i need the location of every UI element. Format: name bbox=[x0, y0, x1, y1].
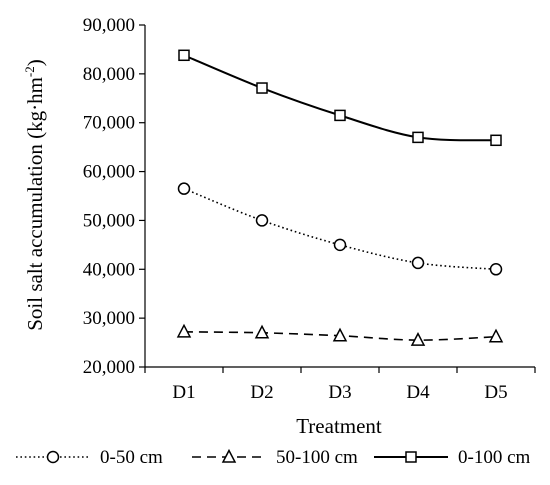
x-tick-label: D1 bbox=[172, 382, 195, 403]
legend: 0-50 cm 50-100 cm 0-100 cm bbox=[16, 447, 531, 468]
y-axis-title-close: ) bbox=[23, 59, 47, 66]
legend-marker bbox=[221, 448, 237, 463]
data-point bbox=[334, 109, 346, 122]
x-tick-label: D4 bbox=[406, 382, 430, 403]
series-0-50-cm bbox=[177, 182, 503, 276]
data-point bbox=[178, 49, 190, 62]
y-tick-label: 30,000 bbox=[83, 308, 135, 329]
legend-item: 0-100 cm bbox=[374, 447, 531, 468]
legend-label: 50-100 cm bbox=[276, 447, 358, 468]
legend-item: 50-100 cm bbox=[192, 447, 358, 468]
y-tick-label: 20,000 bbox=[83, 357, 135, 378]
y-tick-label: 50,000 bbox=[83, 210, 135, 231]
data-point bbox=[256, 82, 268, 94]
data-point bbox=[255, 214, 269, 227]
series-50-100-cm bbox=[176, 323, 504, 346]
y-tick-labels: 20,000 30,000 40,000 50,000 60,000 70,000 80,0… bbox=[83, 15, 135, 378]
series-line bbox=[183, 54, 497, 142]
data-point bbox=[333, 238, 347, 252]
x-tick-label: D2 bbox=[250, 382, 273, 403]
series-line bbox=[183, 187, 497, 271]
y-axis-title: Soil salt accumulation (kg·hm-2) bbox=[22, 59, 47, 331]
y-axis-title-main: Soil salt accumulation (kg·hm bbox=[23, 77, 47, 331]
data-point bbox=[411, 256, 425, 270]
x-tick-label: D3 bbox=[328, 382, 351, 403]
legend-marker bbox=[46, 450, 60, 464]
legend-item: 0-50 cm bbox=[16, 447, 163, 468]
y-tick-label: 40,000 bbox=[83, 259, 135, 280]
data-point bbox=[489, 263, 503, 276]
x-axis-title: Treatment bbox=[296, 414, 382, 438]
data-point bbox=[332, 327, 348, 342]
series-0-100-cm bbox=[178, 49, 502, 147]
data-point bbox=[254, 324, 270, 339]
data-point bbox=[410, 332, 426, 346]
legend-label: 0-100 cm bbox=[458, 447, 531, 468]
data-point bbox=[177, 182, 191, 195]
y-tick-label: 80,000 bbox=[83, 64, 135, 85]
series-layer bbox=[176, 49, 504, 346]
y-tick-label: 60,000 bbox=[83, 162, 135, 183]
legend-label: 0-50 cm bbox=[100, 447, 163, 468]
x-tick-label: D5 bbox=[484, 382, 507, 403]
data-point bbox=[176, 323, 192, 338]
chart-axes bbox=[139, 24, 536, 373]
x-tick-labels: D1 D2 D3 D4 D5 bbox=[172, 382, 507, 403]
y-tick-label: 90,000 bbox=[83, 15, 135, 36]
data-point bbox=[488, 328, 504, 343]
data-point bbox=[490, 134, 502, 147]
legend-marker bbox=[405, 451, 417, 463]
data-point bbox=[412, 131, 424, 144]
y-axis-title-superscript: -2 bbox=[22, 66, 37, 77]
y-tick-label: 70,000 bbox=[83, 113, 135, 134]
